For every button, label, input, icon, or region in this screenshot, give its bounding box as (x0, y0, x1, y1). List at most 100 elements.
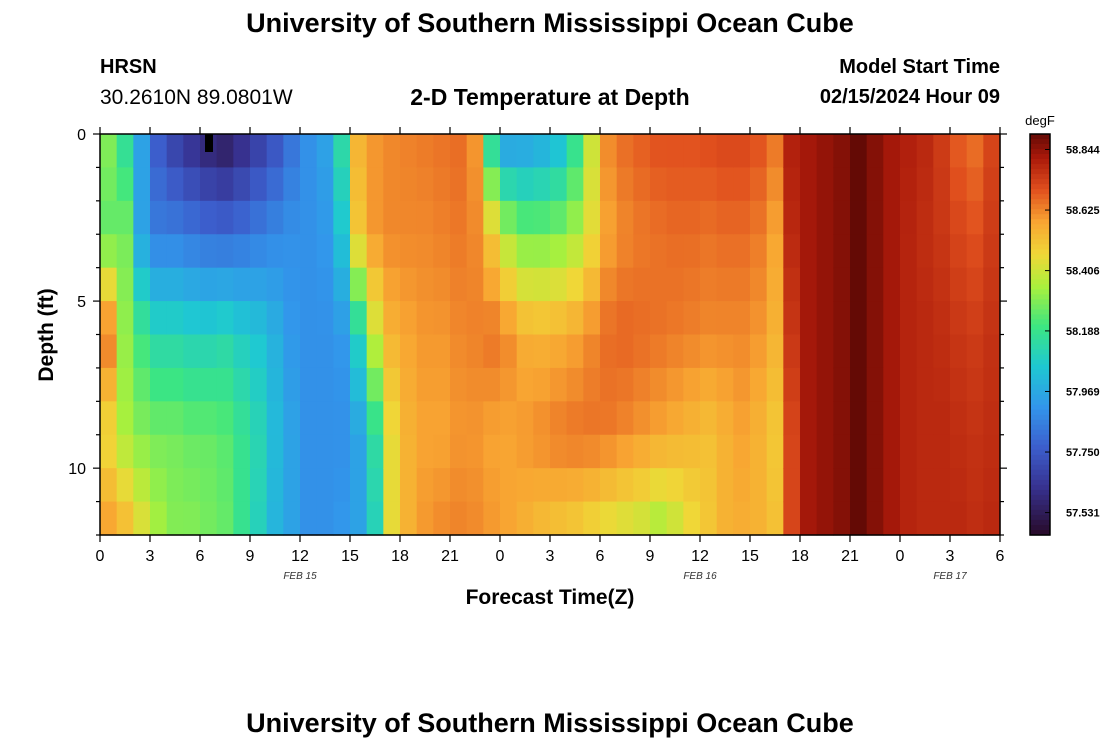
heatmap-cell (100, 134, 118, 169)
heatmap-cell (350, 334, 368, 369)
heatmap-cell (766, 134, 784, 169)
heatmap-cell (100, 267, 118, 302)
heatmap-cell (933, 301, 951, 336)
heatmap-cell (550, 167, 568, 202)
heatmap-cell (183, 200, 201, 235)
heatmap-cell (883, 167, 901, 202)
colorbar-segment (1030, 484, 1050, 491)
heatmap-cell (850, 468, 868, 503)
heatmap-cell (916, 367, 934, 402)
heatmap-cell (983, 167, 1001, 202)
heatmap-cell (683, 267, 701, 302)
heatmap-cell (266, 334, 284, 369)
x-tick-label: 3 (146, 548, 155, 565)
heatmap-cell (516, 401, 534, 436)
heatmap-cell (933, 468, 951, 503)
heatmap-cell (800, 167, 818, 202)
heatmap-cell (883, 301, 901, 336)
heatmap-cell (850, 134, 868, 169)
heatmap-cell (733, 167, 751, 202)
heatmap-cell (433, 334, 451, 369)
colorbar-segment (1030, 479, 1050, 486)
heatmap-cell (733, 367, 751, 402)
heatmap-cell (116, 367, 134, 402)
heatmap-cell (483, 434, 501, 469)
colorbar-segment (1030, 439, 1050, 446)
colorbar-label: 57.531 (1066, 508, 1100, 520)
heatmap-cell (383, 134, 401, 169)
heatmap-cell (150, 167, 168, 202)
heatmap-cell (966, 267, 984, 302)
heatmap-cell (700, 234, 718, 269)
heatmap-cell (416, 468, 434, 503)
heatmap-cell (466, 234, 484, 269)
heatmap-cell (566, 501, 584, 536)
heatmap-cell (850, 401, 868, 436)
heatmap-cell (600, 334, 618, 369)
heatmap-cell (183, 167, 201, 202)
heatmap-cell (383, 367, 401, 402)
heatmap-cell (666, 468, 684, 503)
heatmap-cell (666, 167, 684, 202)
heatmap-cell (283, 134, 301, 169)
heatmap-cell (866, 334, 884, 369)
heatmap-cell (983, 134, 1001, 169)
heatmap-cell (383, 234, 401, 269)
heatmap-cell (833, 501, 851, 536)
heatmap-cell (450, 468, 468, 503)
heatmap-cell (250, 501, 268, 536)
heatmap-cell (316, 468, 334, 503)
heatmap-cell (383, 468, 401, 503)
heatmap-cell (766, 234, 784, 269)
heatmap-cell (200, 367, 218, 402)
heatmap-cell (100, 501, 118, 536)
heatmap-cell (866, 301, 884, 336)
heatmap-cell (516, 234, 534, 269)
heatmap-cell (916, 200, 934, 235)
heatmap-cell (350, 367, 368, 402)
heatmap-cell (466, 434, 484, 469)
heatmap-cell (650, 301, 668, 336)
y-tick-label: 5 (77, 294, 86, 311)
heatmap-cell (600, 468, 618, 503)
x-tick-label: 12 (291, 548, 309, 565)
heatmap-cell (833, 301, 851, 336)
heatmap-cell (683, 468, 701, 503)
colorbar-segment (1030, 224, 1050, 230)
heatmap-cell (333, 167, 351, 202)
heatmap-cell (633, 501, 651, 536)
heatmap-cell (166, 200, 184, 235)
heatmap-cell (450, 267, 468, 302)
heatmap-cell (183, 134, 201, 169)
heatmap-cell (183, 401, 201, 436)
heatmap-cell (183, 334, 201, 369)
heatmap-cell (683, 367, 701, 402)
heatmap-cell (150, 234, 168, 269)
heatmap-cell (450, 367, 468, 402)
heatmap-cell (383, 267, 401, 302)
heatmap-cell (866, 234, 884, 269)
colorbar-segment (1030, 304, 1050, 311)
heatmap-cell (366, 234, 384, 269)
heatmap-cell (983, 501, 1001, 536)
heatmap-cell (766, 434, 784, 469)
heatmap-cell (583, 434, 601, 469)
heatmap-cell (783, 134, 801, 169)
heatmap-cell (500, 501, 518, 536)
heatmap-cell (283, 167, 301, 202)
x-axis-label: Forecast Time(Z) (466, 586, 635, 609)
heatmap-cell (316, 434, 334, 469)
colorbar-segment (1030, 174, 1050, 180)
heatmap-cell (150, 434, 168, 469)
heatmap-cell (366, 334, 384, 369)
heatmap-cell (683, 401, 701, 436)
heatmap-cell (900, 134, 918, 169)
heatmap-cell (466, 301, 484, 336)
heatmap-cell (366, 301, 384, 336)
heatmap-cell (716, 434, 734, 469)
colorbar-segment (1030, 519, 1050, 526)
colorbar-segment (1030, 364, 1050, 371)
heatmap-cell (883, 434, 901, 469)
heatmap-cell (650, 367, 668, 402)
heatmap-cell (650, 267, 668, 302)
